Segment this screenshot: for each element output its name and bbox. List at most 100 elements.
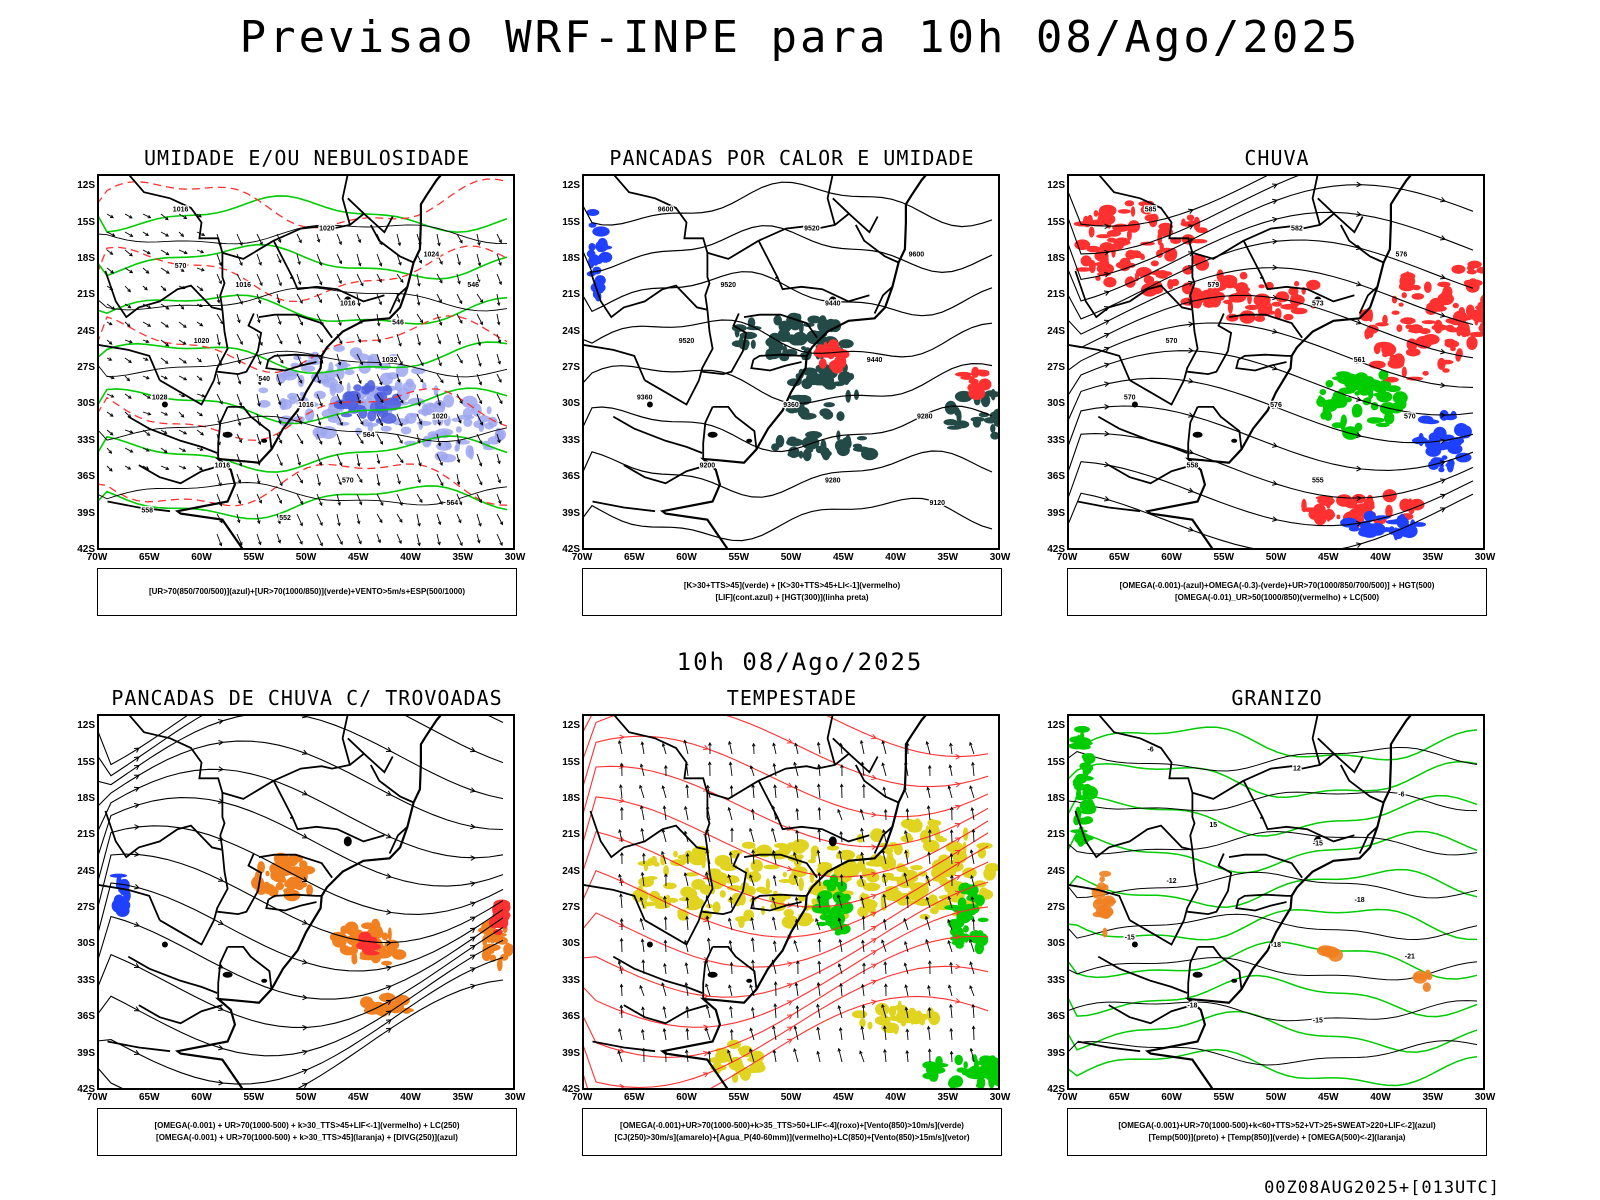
contour-label: 585	[1145, 207, 1157, 214]
longitude-tick-label: 70W	[1056, 552, 1078, 563]
latitude-tick-label: 36S	[77, 1011, 95, 1023]
contour-label: 9200	[700, 462, 716, 469]
contour-label: 9440	[867, 357, 883, 364]
map-panel-4: PANCADAS DE CHUVA C/ TROVOADAS 12S 15S 18S 2…	[57, 686, 557, 1186]
panel-title: GRANIZO	[1231, 686, 1323, 710]
latitude-tick-label: 18S	[1047, 252, 1065, 264]
latitude-tick-label: 24S	[562, 325, 580, 337]
contour-label: 573	[1312, 301, 1324, 308]
longitude-tick-label: 60W	[191, 552, 212, 563]
latitude-tick-label: 42S	[77, 544, 95, 555]
weather-map: 585 582 576 579 573 570 561 570 576 570 558 555	[1067, 174, 1485, 550]
map-panel-1: UMIDADE E/OU NEBULOSIDADE 1016 1020 1024 101…	[57, 146, 557, 646]
latitude-tick-label: 18S	[562, 252, 580, 264]
contour-label: 15	[1209, 822, 1217, 829]
legend-text: [OMEGA(-0.001) + UR>70(1000-500) + k>30_…	[156, 1133, 458, 1142]
longitude-tick-label: 65W	[623, 552, 645, 563]
legend-text: [K>30+TTS>45](verde) + [K>30+TTS>45+LI<-…	[683, 581, 901, 590]
legend-text: [OMEGA(-0.001)+UR>70(1000-500)+k<60+TTS>…	[1118, 1121, 1436, 1130]
meteorological-fields	[97, 714, 514, 1090]
latitude-tick-label: 18S	[77, 792, 95, 804]
map-frame	[582, 714, 1000, 1090]
longitude-tick-label: 60W	[676, 1092, 697, 1103]
longitude-tick-label: 30W	[504, 552, 526, 563]
contour-label: 9600	[658, 207, 674, 214]
latitude-tick-label: 39S	[562, 507, 580, 519]
latitude-tick-label: 24S	[562, 865, 580, 877]
contour-label: 9440	[825, 301, 841, 308]
longitude-tick-label: 40W	[885, 552, 906, 563]
map-frame: -6 12 -6 15 -15 -12 -18 -15 -18 -21 -18 -15	[1067, 714, 1485, 1090]
panel-title: TEMPESTADE	[726, 686, 858, 710]
longitude-tick-label: 70W	[571, 1092, 593, 1103]
weather-map	[582, 714, 1000, 1090]
meteorological-fields	[1067, 725, 1478, 1087]
legend-box: [OMEGA(-0.001)+UR>70(1000-500)+k<60+TTS>…	[1067, 1108, 1487, 1156]
contour-label: 1016	[298, 402, 314, 409]
run-timestamp: 00Z08AUG2025+[013UTC]	[1264, 1178, 1500, 1198]
latitude-tick-label: 15S	[1047, 756, 1065, 768]
latitude-tick-label: 21S	[1047, 289, 1065, 301]
legend-text: [UR>70(850/700/500)](azul)+[UR>70(1000/8…	[148, 587, 466, 596]
longitude-tick-label: 35W	[452, 1092, 474, 1103]
longitude-tick-label: 60W	[191, 1092, 212, 1103]
latitude-tick-label: 27S	[77, 902, 95, 914]
longitude-tick-label: 65W	[138, 1092, 160, 1103]
longitude-tick-label: 30W	[989, 552, 1011, 563]
contour-label: 570	[1124, 395, 1136, 402]
contour-label: -15	[1313, 1017, 1323, 1024]
weather-map: -6 12 -6 15 -15 -12 -18 -15 -18 -21 -18 -15	[1067, 714, 1485, 1090]
longitude-tick-label: 30W	[504, 1092, 526, 1103]
latitude-tick-label: 21S	[77, 289, 95, 301]
longitude-tick-label: 65W	[138, 552, 160, 563]
latitude-tick-label: 15S	[562, 756, 580, 768]
longitude-tick-label: 50W	[1265, 552, 1287, 563]
longitude-tick-label: 65W	[1108, 1092, 1130, 1103]
contour-label: 561	[1354, 357, 1366, 364]
panel-title: UMIDADE E/OU NEBULOSIDADE	[143, 146, 471, 170]
latitude-tick-label: 36S	[562, 471, 580, 483]
latitude-tick-label: 30S	[77, 938, 95, 950]
longitude-tick-label: 40W	[1370, 1092, 1391, 1103]
latitude-tick-label: 30S	[562, 938, 580, 950]
latitude-tick-label: 12S	[562, 180, 580, 192]
longitude-tick-label: 60W	[1161, 552, 1182, 563]
longitude-tick-label: 70W	[86, 1092, 108, 1103]
latitude-tick-label: 27S	[562, 362, 580, 374]
legend-box: [K>30+TTS>45](verde) + [K>30+TTS>45+LI<-…	[582, 568, 1002, 616]
latitude-tick-label: 42S	[562, 1084, 580, 1095]
contour-label: 9280	[825, 477, 841, 484]
longitude-tick-label: 60W	[676, 552, 697, 563]
contour-label: 540	[258, 376, 270, 383]
longitude-tick-label: 60W	[1161, 1092, 1182, 1103]
longitude-tick-label: 70W	[86, 552, 108, 563]
latitude-tick-label: 33S	[1047, 974, 1065, 986]
latitude-tick-label: 12S	[77, 720, 95, 732]
contour-label: -6	[1147, 747, 1153, 754]
longitude-tick-label: 50W	[1265, 1092, 1287, 1103]
longitude-tick-label: 55W	[728, 1092, 750, 1103]
panel-title: PANCADAS DE CHUVA C/ TROVOADAS	[111, 686, 503, 710]
legend-text: [OMEGA(-0.01)_UR>50(1000/850)(vermelho) …	[1174, 593, 1380, 602]
latitude-tick-label: 42S	[77, 1084, 95, 1095]
legend-box: [UR>70(850/700/500)](azul)+[UR>70(1000/8…	[97, 568, 517, 616]
latitude-tick-label: 18S	[562, 792, 580, 804]
contour-label: 546	[392, 319, 404, 326]
latitude-tick-label: 33S	[77, 974, 95, 986]
latitude-tick-label: 12S	[562, 720, 580, 732]
contour-label: 1032	[382, 357, 398, 364]
longitude-tick-label: 35W	[937, 552, 959, 563]
political-boundaries	[582, 174, 928, 550]
legend-text: [OMEGA(-0.001) + UR>70(1000-500) + k>30_…	[154, 1121, 460, 1130]
latitude-tick-label: 39S	[1047, 1047, 1065, 1059]
latitude-tick-label: 18S	[77, 252, 95, 264]
contour-label: -12	[1166, 878, 1176, 885]
political-boundaries	[1067, 174, 1413, 550]
longitude-tick-label: 50W	[295, 552, 317, 563]
political-boundaries	[97, 714, 443, 1090]
contour-label: 1016	[215, 462, 231, 469]
longitude-tick-label: 30W	[1474, 552, 1496, 563]
latitude-tick-label: 30S	[77, 398, 95, 410]
map-frame	[97, 714, 515, 1090]
longitude-tick-label: 35W	[1422, 1092, 1444, 1103]
